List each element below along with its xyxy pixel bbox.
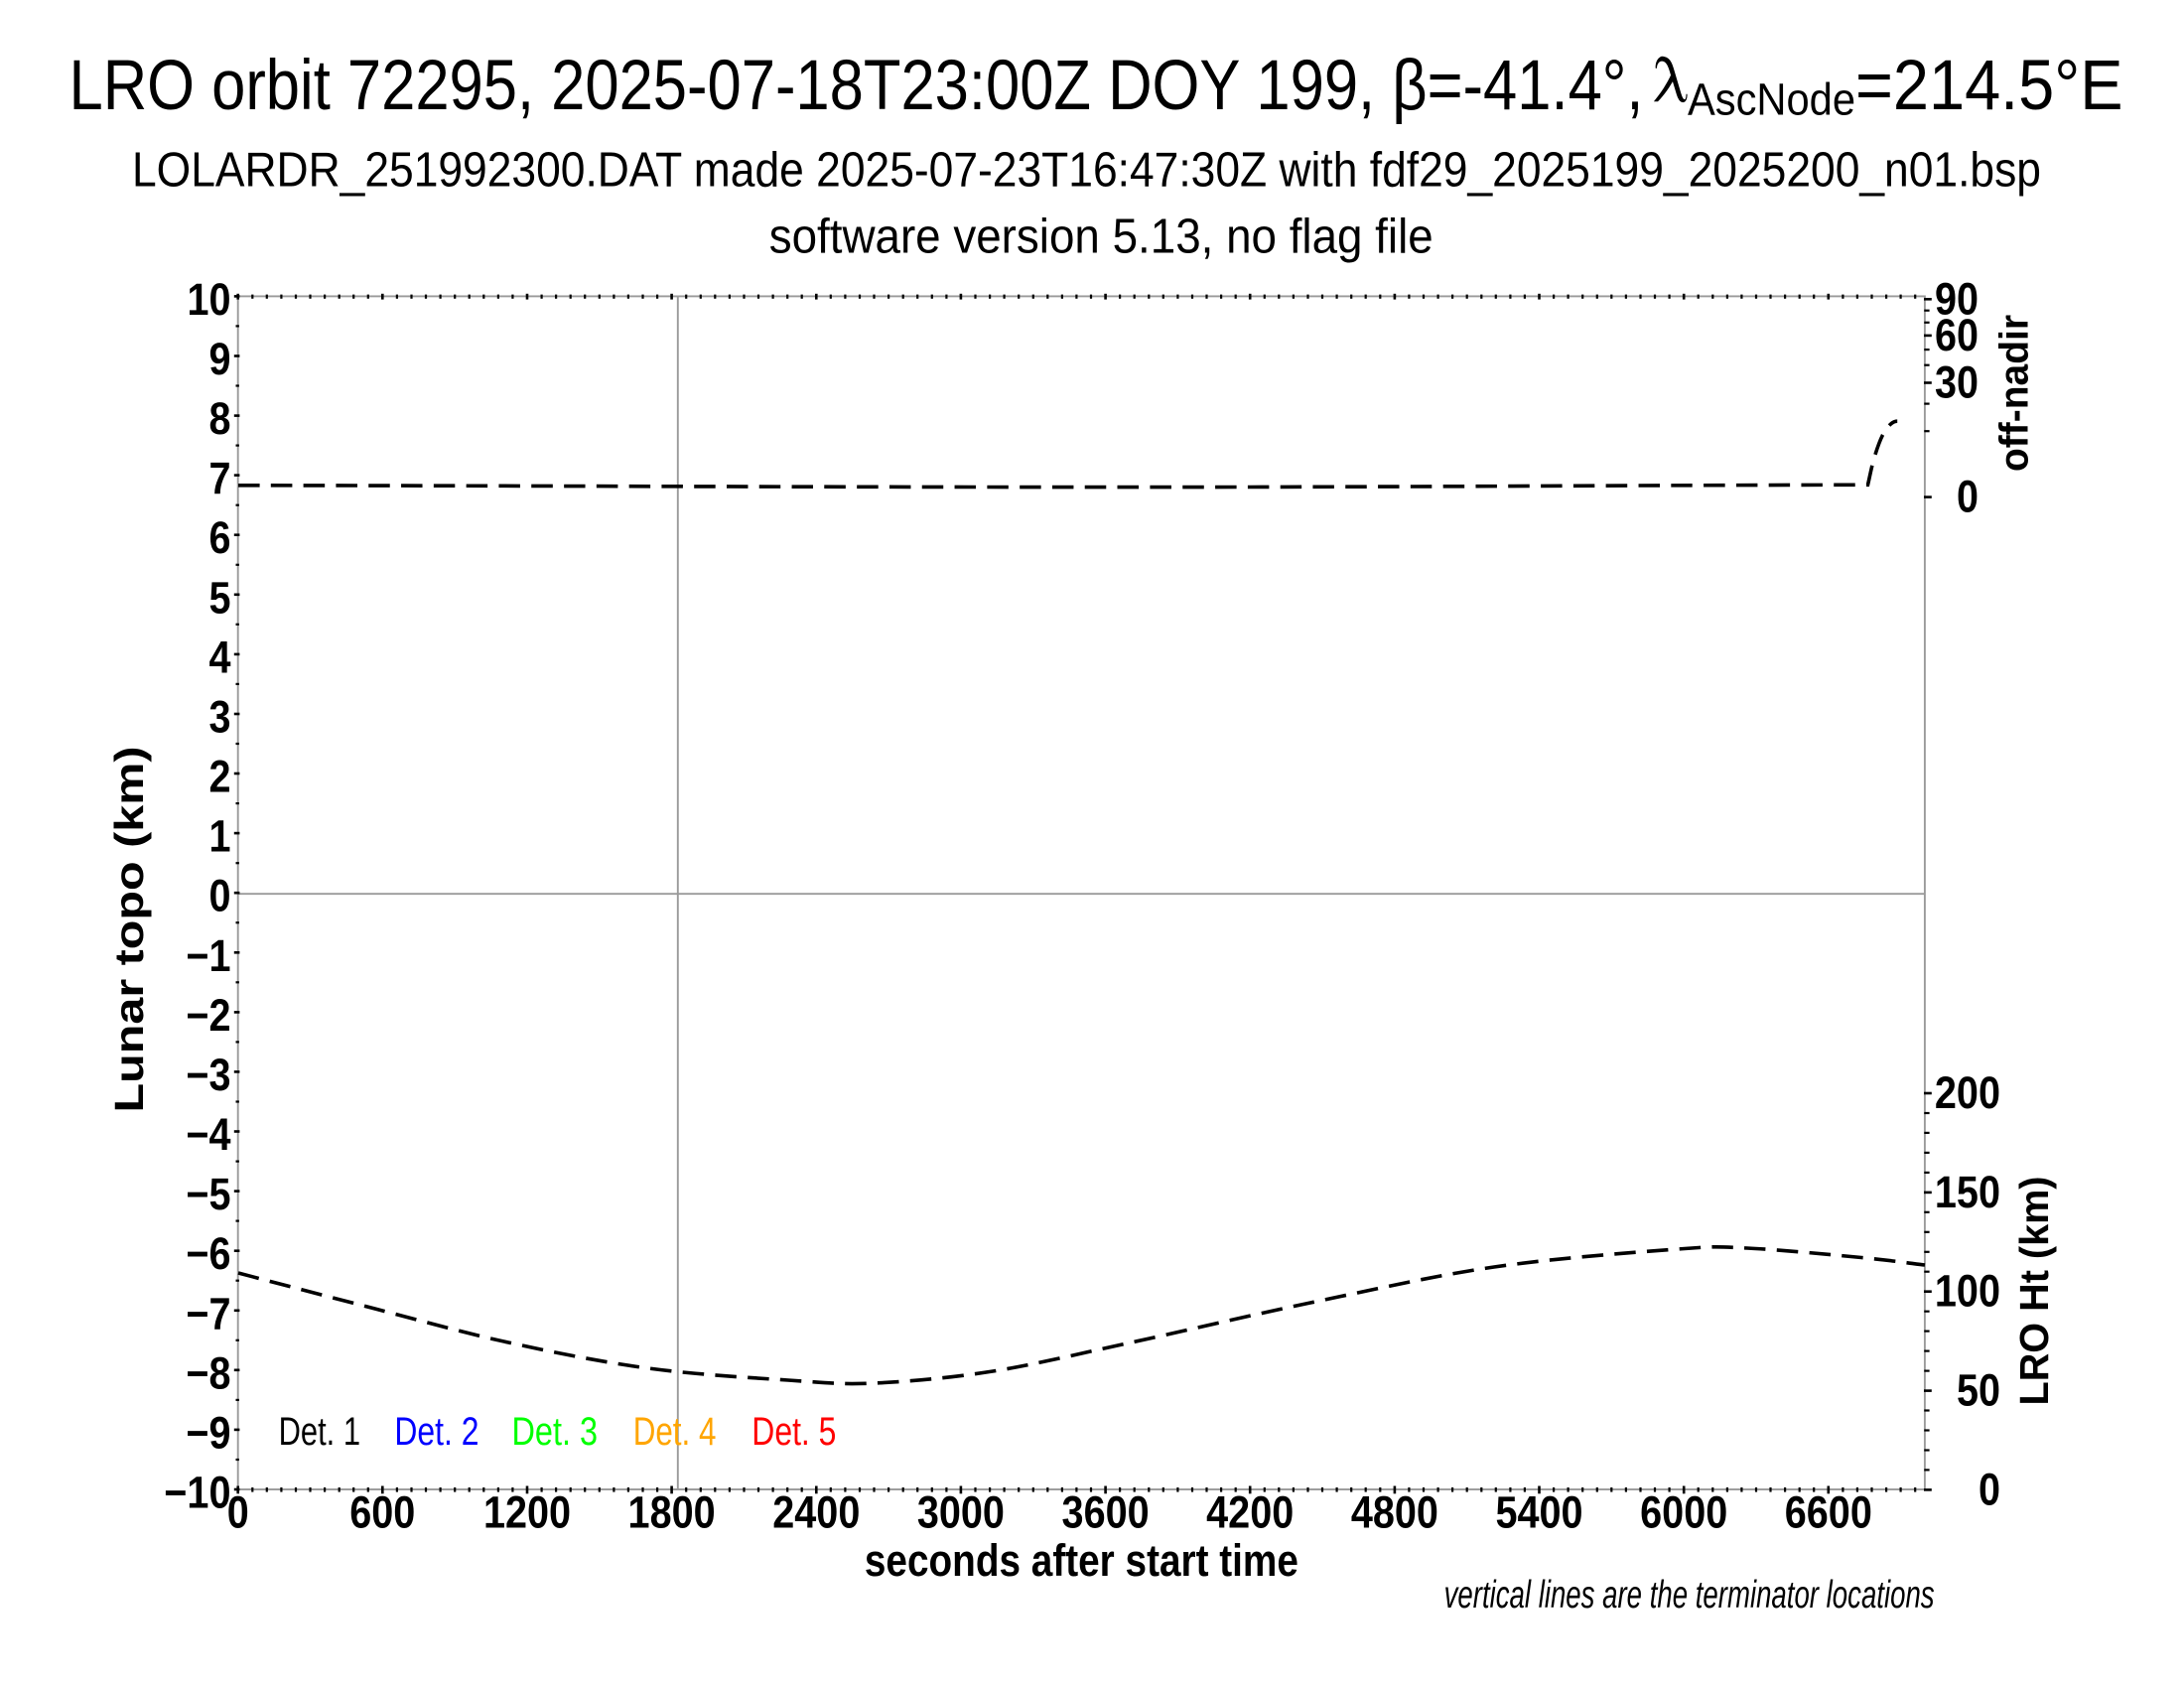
svg-text:−7: −7 [186, 1288, 230, 1338]
svg-text:LOLARDR_251992300.DAT made 202: LOLARDR_251992300.DAT made 2025-07-23T16… [132, 144, 2041, 198]
svg-text:off-nadir: off-nadir [1991, 315, 2037, 472]
svg-text:2400: 2400 [772, 1487, 860, 1538]
svg-text:−3: −3 [186, 1050, 230, 1100]
svg-text:1: 1 [209, 811, 231, 862]
svg-text:seconds after start time: seconds after start time [865, 1535, 1298, 1586]
svg-text:0: 0 [227, 1487, 249, 1538]
svg-text:600: 600 [349, 1487, 415, 1538]
svg-text:6600: 6600 [1785, 1487, 1872, 1538]
svg-text:LRO Ht (km): LRO Ht (km) [2011, 1177, 2057, 1406]
svg-text:−8: −8 [186, 1347, 230, 1398]
svg-text:90: 90 [1935, 273, 1979, 324]
svg-text:Lunar topo (km): Lunar topo (km) [106, 747, 152, 1113]
svg-text:LRO orbit 72295, 2025-07-18T23: LRO orbit 72295, 2025-07-18T23:00Z DOY 1… [69, 47, 1644, 125]
svg-text:200: 200 [1935, 1067, 2000, 1118]
svg-text:1800: 1800 [628, 1487, 716, 1538]
svg-text:Det. 4: Det. 4 [633, 1410, 717, 1454]
svg-text:60: 60 [1935, 310, 1979, 360]
svg-text:Det. 3: Det. 3 [512, 1410, 599, 1454]
svg-text:−2: −2 [186, 990, 230, 1041]
svg-text:−5: −5 [186, 1169, 230, 1219]
svg-text:4200: 4200 [1206, 1487, 1294, 1538]
svg-text:0: 0 [1957, 472, 1979, 522]
svg-text:5: 5 [209, 572, 231, 623]
svg-text:−9: −9 [186, 1407, 230, 1458]
svg-text:Det. 5: Det. 5 [751, 1410, 836, 1454]
svg-text:6: 6 [209, 512, 231, 563]
svg-text:−1: −1 [186, 930, 230, 981]
svg-text:10: 10 [188, 274, 231, 325]
svg-text:AscNode: AscNode [1688, 74, 1855, 125]
svg-text:0: 0 [209, 871, 231, 921]
svg-text:−6: −6 [186, 1228, 230, 1279]
svg-text:4800: 4800 [1351, 1487, 1438, 1538]
svg-text:150: 150 [1935, 1167, 2000, 1217]
svg-text:vertical lines are the termina: vertical lines are the terminator locati… [1444, 1574, 1935, 1617]
svg-text:Det. 2: Det. 2 [394, 1410, 478, 1454]
svg-text:9: 9 [209, 334, 231, 384]
svg-text:100: 100 [1935, 1266, 2000, 1317]
svg-text:−10: −10 [164, 1468, 230, 1518]
svg-text:−4: −4 [186, 1109, 230, 1160]
svg-text:=214.5°E: =214.5°E [1855, 47, 2123, 125]
svg-text:5400: 5400 [1495, 1487, 1582, 1538]
svg-text:software version 5.13, no flag: software version 5.13, no flag file [769, 211, 1433, 264]
svg-text:50: 50 [1957, 1365, 2000, 1416]
svg-text:Det. 1: Det. 1 [279, 1410, 360, 1454]
svg-text:30: 30 [1935, 357, 1979, 408]
svg-text:3: 3 [209, 692, 231, 743]
svg-text:0: 0 [1979, 1464, 2000, 1514]
svg-text:1200: 1200 [483, 1487, 571, 1538]
svg-text:7: 7 [209, 453, 231, 503]
svg-text:3600: 3600 [1062, 1487, 1150, 1538]
svg-text:3000: 3000 [917, 1487, 1005, 1538]
svg-text:8: 8 [209, 393, 231, 444]
svg-text:2: 2 [209, 752, 231, 802]
svg-text:4: 4 [209, 632, 231, 682]
svg-text:6000: 6000 [1640, 1487, 1727, 1538]
